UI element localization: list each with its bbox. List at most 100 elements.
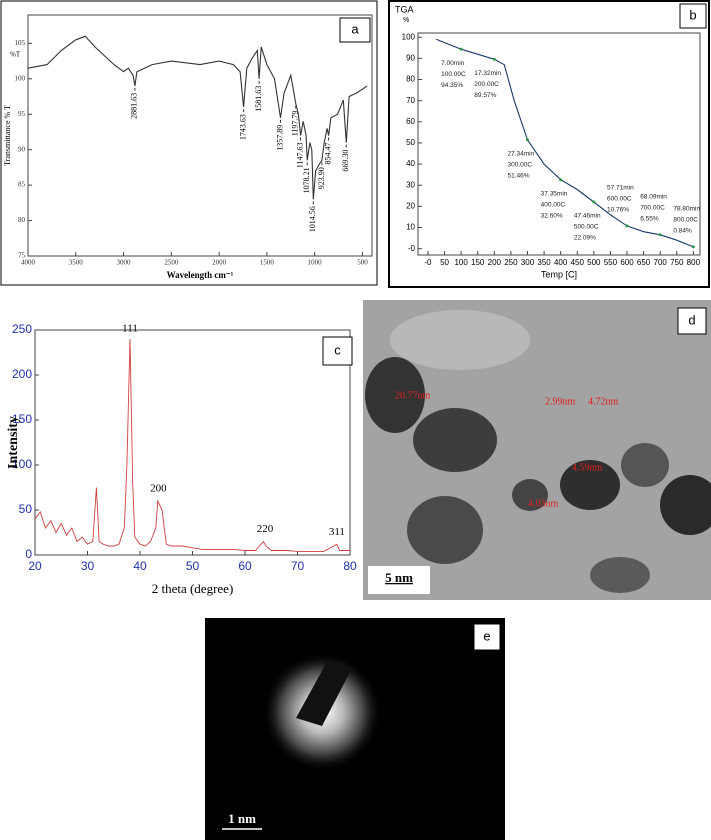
x-tick-label: 400 — [554, 258, 568, 267]
saed-image: 1 nm e — [205, 618, 505, 840]
x-tick-label: 1500 — [260, 259, 275, 267]
annotation: 0.84% — [673, 228, 692, 235]
panel-label: b — [689, 7, 696, 22]
particle — [621, 443, 669, 487]
y-tick-label: 75 — [18, 252, 26, 260]
y-tick-label: 85 — [18, 181, 26, 189]
particle — [660, 475, 711, 535]
measurement: 20.77nm — [395, 390, 431, 401]
annotation: 27.34min — [507, 151, 534, 158]
peak-label: 1147.63 — [295, 143, 304, 169]
x-tick-label: 100 — [454, 258, 468, 267]
particle — [590, 557, 650, 593]
panel-frame — [0, 0, 378, 286]
x-tick-label: 3500 — [69, 259, 84, 267]
annotation-point — [492, 57, 496, 61]
annotation: 600.00C — [607, 196, 632, 203]
annotation: 400.00C — [541, 201, 566, 208]
particle — [512, 479, 548, 511]
annotation: 7.00min — [441, 60, 465, 67]
y-tick-label: 250 — [12, 322, 32, 336]
annotation: 37.35min — [541, 190, 568, 197]
y-tick-label: 105 — [15, 39, 26, 47]
x-tick-label: 600 — [620, 258, 634, 267]
annotation-point — [658, 233, 662, 237]
panel-label-box — [679, 3, 707, 29]
annotation: 94.35% — [441, 82, 463, 89]
plot-frame — [34, 329, 351, 556]
chart-title: TGA — [395, 4, 414, 14]
peak-label: 1581.63 — [254, 86, 263, 112]
x-tick-label: 2500 — [164, 259, 179, 267]
annotation: 47.46min — [574, 213, 601, 220]
y-tick-label: 200 — [12, 367, 32, 381]
x-tick-label: 2000 — [212, 259, 227, 267]
annotation: 89.57% — [474, 92, 496, 99]
annotation: 500.00C — [574, 224, 599, 231]
x-tick-label: 20 — [28, 559, 42, 573]
panel-label-box — [339, 17, 371, 43]
annotation: 22.09% — [574, 235, 596, 242]
y-tick-label: -0 — [408, 244, 416, 253]
x-axis-label: Temp [C] — [541, 269, 577, 279]
measurement: 4.59nm — [572, 462, 603, 473]
measurement: 4.03nm — [528, 498, 559, 509]
annotation: 800.00C — [673, 217, 698, 224]
x-tick-label: 450 — [571, 258, 585, 267]
x-axis-label: Wavelength cm⁻¹ — [167, 270, 234, 280]
x-tick-label: 500 — [357, 259, 368, 267]
panel-frame — [388, 0, 710, 288]
peak-label: 1743.63 — [238, 114, 247, 140]
annotation: 100.00C — [441, 71, 466, 78]
measurement: 2.99nm — [545, 396, 576, 407]
x-tick-label: 800 — [687, 258, 701, 267]
annotation: 78.80min — [673, 206, 700, 213]
annotation-point — [625, 224, 629, 228]
x-tick-label: 50 — [186, 559, 200, 573]
x-tick-label: 30 — [81, 559, 95, 573]
panel-label: e — [483, 628, 490, 643]
y-tick-label: 50 — [19, 502, 33, 516]
x-tick-label: 750 — [670, 258, 684, 267]
x-tick-label: 50 — [440, 258, 449, 267]
x-tick-label: 1000 — [308, 259, 323, 267]
scale-bar: 1 nm — [228, 811, 256, 826]
x-tick-label: 80 — [343, 559, 357, 573]
peak-label: 1197.79 — [291, 111, 300, 137]
x-tick-label: 300 — [521, 258, 535, 267]
annotation-point — [592, 200, 596, 204]
panel-label-box — [322, 336, 353, 366]
data-line — [27, 35, 368, 200]
x-axis-label: 2 theta (degree) — [152, 581, 234, 596]
annotation: 10.76% — [607, 207, 629, 214]
y-tick-label: 10 — [406, 223, 415, 232]
y-tick-label: 70 — [406, 96, 415, 105]
peak-label: 854.47 — [323, 143, 332, 165]
y-tick-label: 40 — [406, 159, 415, 168]
peak-label: 1014.56 — [308, 206, 317, 232]
x-tick-label: 40 — [133, 559, 147, 573]
x-tick-label: 350 — [537, 258, 551, 267]
annotation: 57.71min — [607, 185, 634, 192]
y-axis-label: Intensity — [6, 416, 21, 469]
annotation: 68.09min — [640, 194, 667, 201]
x-tick-label: 650 — [637, 258, 651, 267]
plot-frame — [27, 14, 373, 257]
data-line — [34, 338, 350, 552]
peak-label: 923.90 — [317, 167, 326, 189]
particle — [407, 496, 483, 564]
x-tick-label: -0 — [424, 258, 432, 267]
y-tick-label: 150 — [12, 412, 32, 426]
y-tick-label: 100 — [402, 32, 416, 41]
x-tick-label: 700 — [654, 258, 668, 267]
y-tick-label: 30 — [406, 180, 415, 189]
x-tick-label: 550 — [604, 258, 618, 267]
y-tick-label: 95 — [18, 110, 26, 118]
peak-label: 200 — [150, 483, 167, 495]
x-tick-label: 150 — [471, 258, 485, 267]
annotation-point — [459, 47, 463, 51]
annotation-point — [559, 178, 563, 182]
y-tick-label: 100 — [15, 74, 26, 82]
peak-label: 2881.63 — [130, 93, 139, 119]
y-tick-label: 100 — [12, 457, 32, 471]
